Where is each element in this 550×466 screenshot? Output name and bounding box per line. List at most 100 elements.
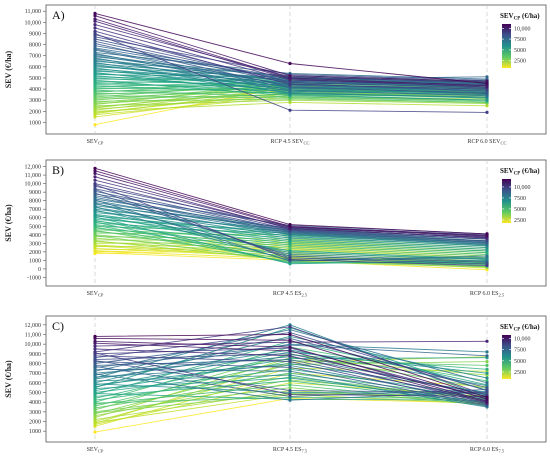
data-point — [288, 338, 292, 342]
data-point — [288, 91, 292, 96]
y-tick-label: 4000 — [29, 233, 41, 239]
data-point — [288, 398, 292, 402]
data-point — [288, 376, 292, 380]
legend-tick-label: 5000 — [514, 207, 526, 213]
y-tick-label: 1000 — [29, 429, 41, 435]
y-tick-label: 3000 — [29, 410, 41, 416]
chart-panel-3: 1000 2000 3000 4000 5000 6000 7000 8000 9000 10,0… — [4, 315, 547, 454]
legend-tick-label: 5000 — [514, 359, 526, 365]
data-point — [288, 379, 292, 383]
legend-title: SEVCP (€/ha) — [500, 12, 540, 22]
data-point — [288, 349, 292, 353]
y-tick-label: 7000 — [29, 371, 41, 377]
data-point — [288, 325, 292, 329]
data-point — [485, 363, 489, 367]
data-point — [93, 19, 97, 23]
x-category-label: RCP 4.5 ES7.5 — [273, 447, 308, 454]
y-axis-label: SEV (€/ha) — [4, 50, 13, 88]
data-point — [485, 110, 489, 114]
data-point — [485, 81, 489, 86]
data-point — [485, 89, 489, 93]
data-point — [485, 339, 489, 343]
data-point — [485, 263, 489, 268]
y-tick-label: 6000 — [29, 216, 41, 222]
data-point — [93, 23, 97, 27]
legend-colorbar — [502, 179, 511, 223]
data-point — [288, 386, 292, 390]
data-point — [288, 332, 292, 337]
legend-tick-label: 7500 — [514, 196, 526, 202]
y-tick-label: 10,000 — [25, 182, 42, 188]
data-point — [93, 350, 97, 354]
y-tick-label: 9000 — [29, 352, 41, 358]
data-point — [93, 347, 97, 351]
y-tick-label: 1000 — [29, 120, 41, 126]
panel-frame — [45, 4, 547, 135]
data-point — [93, 339, 97, 343]
data-point — [93, 334, 97, 338]
data-point — [93, 26, 97, 30]
color-legend: SEVCP (€/ha) 10,000 7500 5000 2500 — [500, 12, 540, 68]
y-axis-label: SEV (€/ha) — [4, 360, 13, 398]
panel-label: A) — [52, 8, 65, 22]
y-tick-label: 0 — [38, 267, 41, 273]
data-point — [93, 46, 97, 50]
data-point — [93, 31, 97, 36]
y-tick-label: 5000 — [29, 224, 41, 230]
x-category-label: SEVCP — [87, 447, 104, 454]
y-tick-label: 10,000 — [25, 20, 42, 26]
legend-tick-label: 2500 — [514, 218, 526, 224]
data-point — [288, 61, 292, 66]
data-point — [288, 100, 292, 104]
data-point — [485, 381, 489, 385]
series-group — [93, 323, 489, 434]
data-point — [485, 91, 489, 96]
data-point — [288, 328, 292, 332]
data-point — [93, 17, 97, 21]
y-tick-label: 1000 — [29, 258, 41, 264]
legend-colorbar — [502, 24, 511, 68]
y-tick-label: 2000 — [29, 250, 41, 256]
data-point — [288, 365, 292, 369]
y-tick-label: 4000 — [29, 400, 41, 406]
legend-title: SEVCP (€/ha) — [500, 167, 540, 177]
y-tick-label: 7000 — [29, 54, 41, 60]
data-point — [485, 376, 489, 380]
y-tick-label: 8000 — [29, 362, 41, 368]
data-point — [485, 84, 489, 88]
y-tick-label: 4000 — [29, 87, 41, 93]
data-point — [93, 430, 97, 434]
data-point — [288, 108, 292, 112]
legend-tick-label: 2500 — [514, 59, 526, 65]
data-point — [93, 50, 97, 55]
data-point — [485, 395, 489, 399]
data-point — [485, 232, 489, 236]
chart-panel-2: -1000 0 1000 2000 3000 4000 5000 6000 7000 8000 90… — [4, 159, 547, 298]
data-point — [93, 182, 97, 186]
data-point — [485, 350, 489, 354]
x-category-label: RCP 6.0 ES7.5 — [470, 447, 505, 454]
data-point — [485, 367, 489, 371]
panel-frame — [45, 315, 547, 443]
data-point — [288, 354, 292, 358]
data-point — [485, 386, 489, 390]
data-point — [93, 187, 97, 191]
data-point — [93, 166, 97, 170]
y-tick-label: 8000 — [29, 43, 41, 49]
data-point — [93, 123, 97, 127]
data-point — [485, 79, 489, 83]
legend-tick-label: 5000 — [514, 48, 526, 54]
x-category-label: RCP 4.5 ES2.5 — [273, 291, 308, 298]
data-point — [93, 171, 97, 175]
chart-panel-1: 1000 2000 3000 4000 5000 6000 7000 8000 9000 10,0… — [4, 4, 547, 146]
data-point — [93, 29, 97, 33]
panel-label: B) — [52, 163, 64, 177]
panel-frame — [45, 159, 547, 287]
data-point — [288, 369, 292, 373]
legend-tick-label: 10,000 — [514, 185, 531, 191]
data-point — [93, 14, 97, 18]
y-axis-label: SEV (€/ha) — [4, 204, 13, 242]
data-point — [288, 392, 292, 396]
x-category-label: SEVCP — [87, 291, 104, 298]
